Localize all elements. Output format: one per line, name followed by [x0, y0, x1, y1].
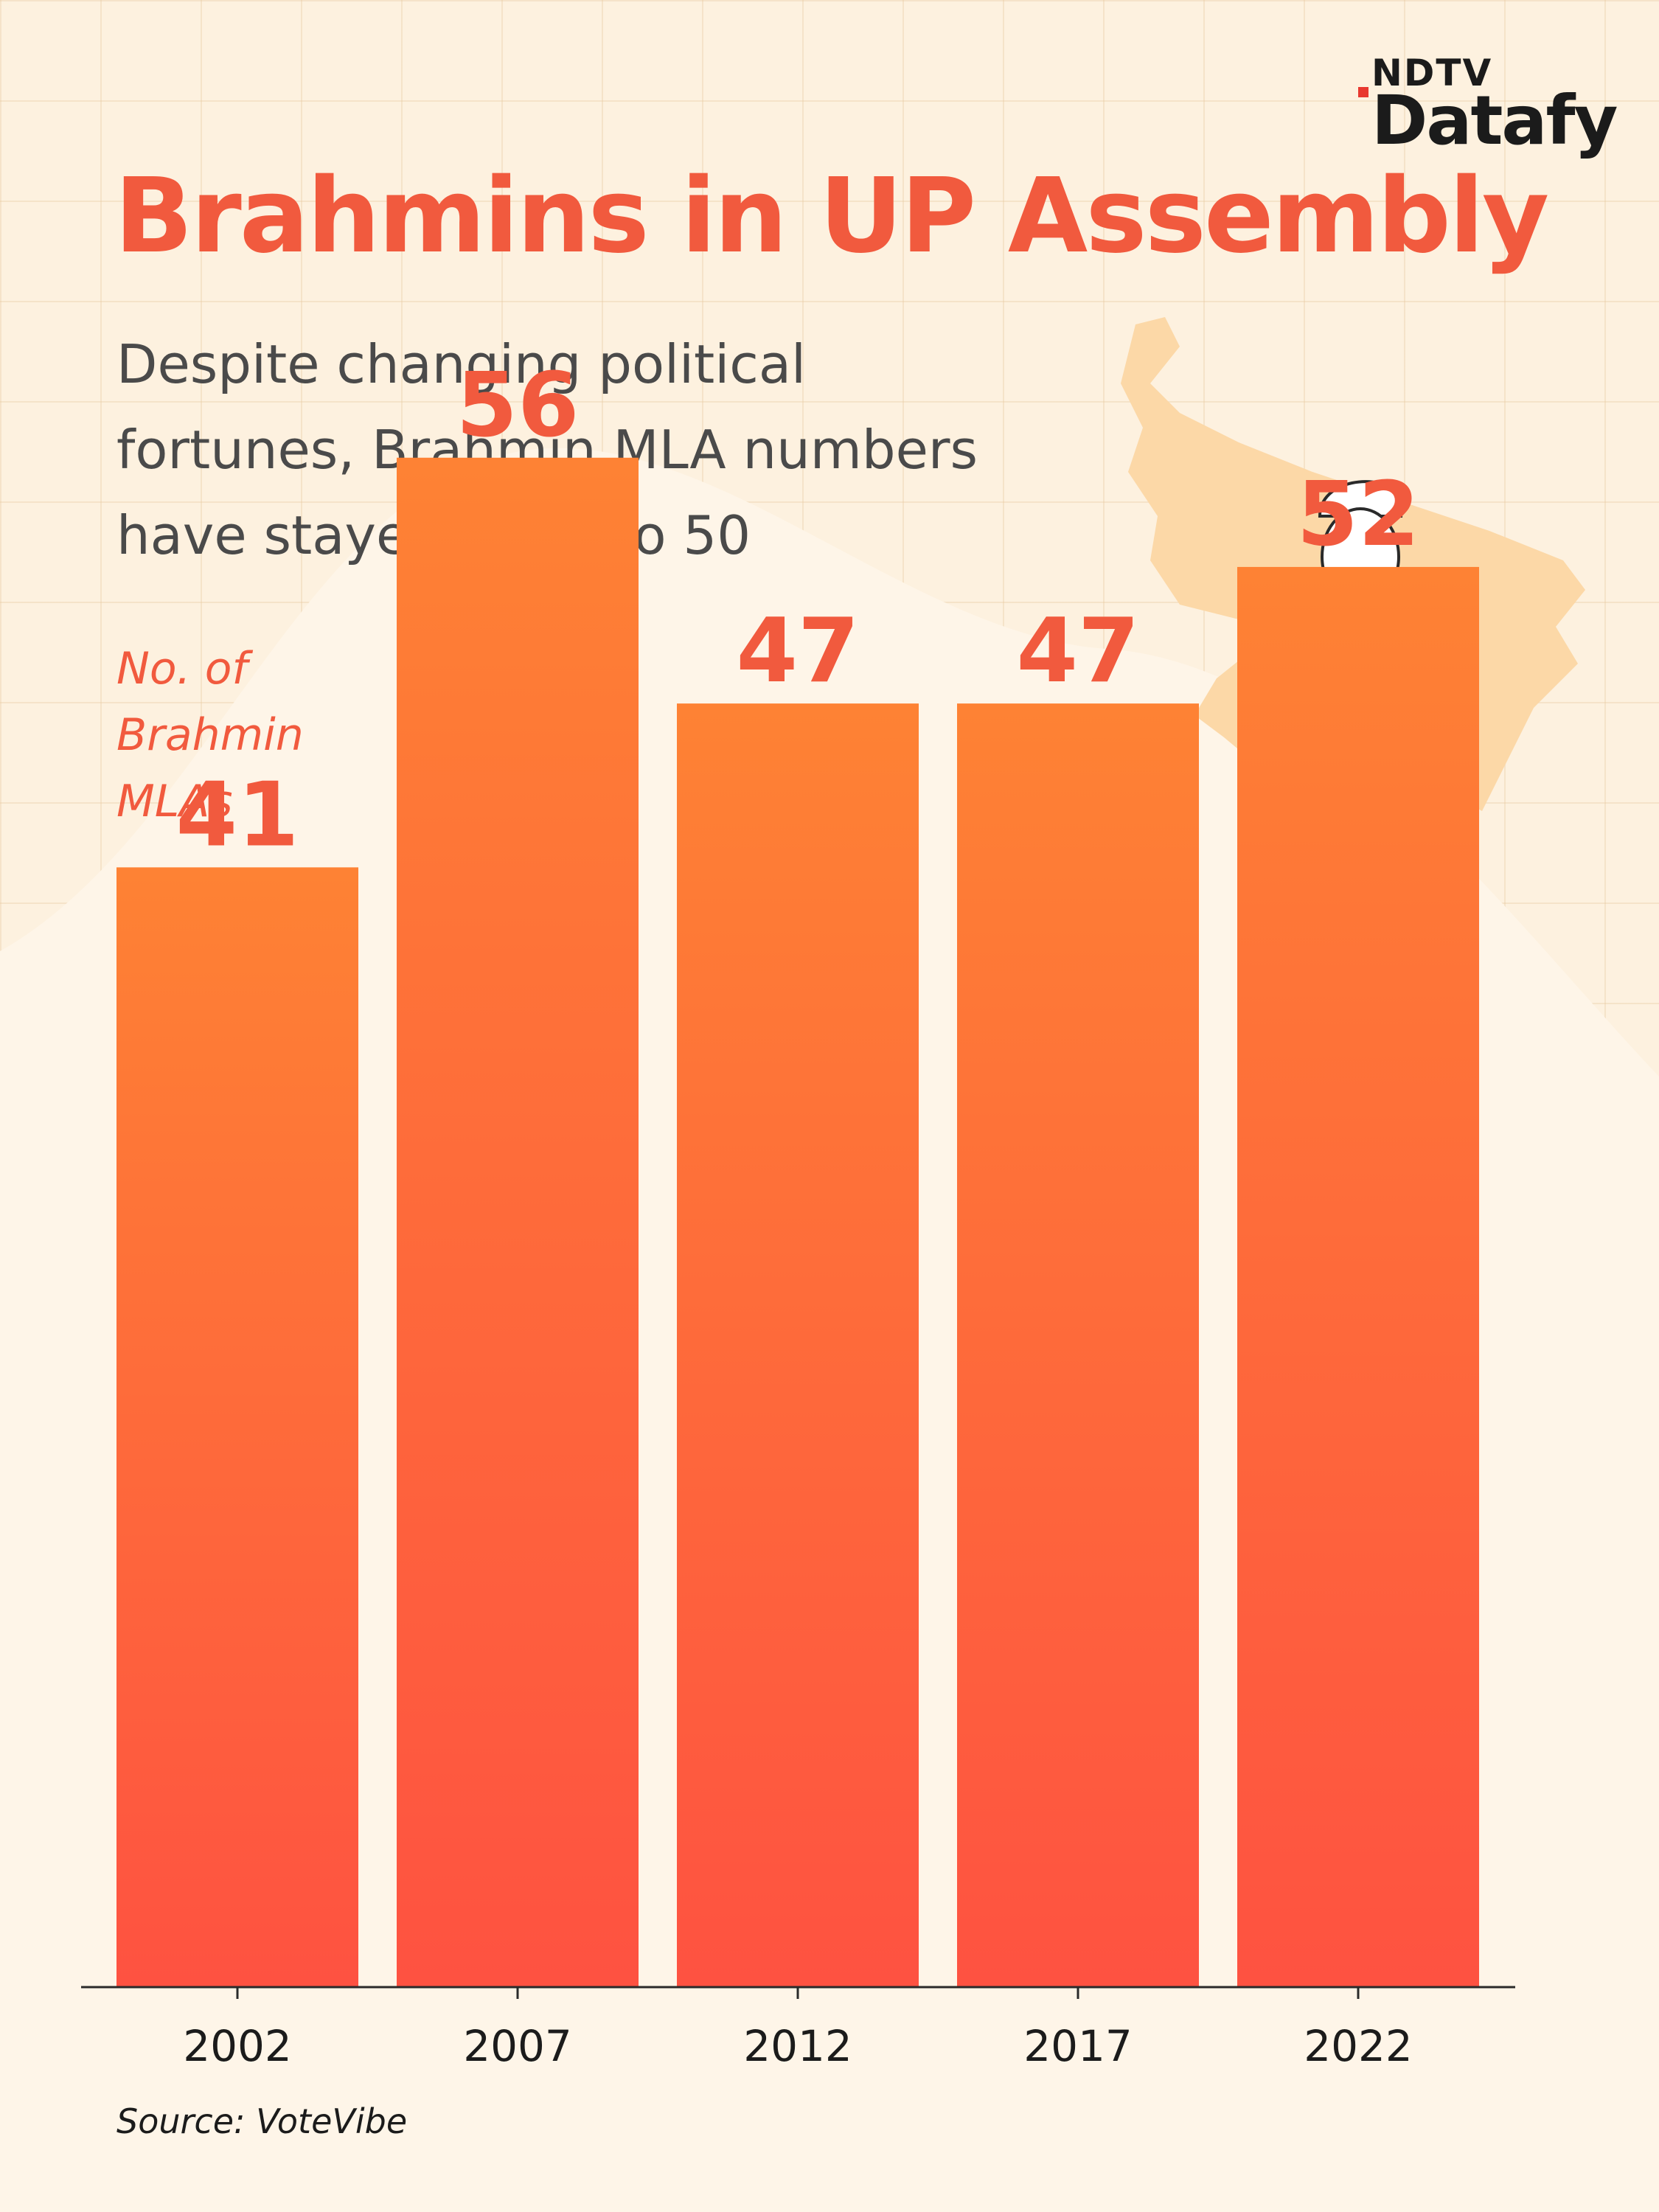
y-axis-label: No. of Brahmin MLAs — [116, 643, 304, 827]
bar-2022 — [1237, 566, 1479, 1987]
x-tick-label-2002: 2002 — [183, 2021, 292, 2071]
x-tick-label-2022: 2022 — [1304, 2021, 1413, 2071]
brand-top: NDTV — [1371, 52, 1493, 94]
value-label-2007: 56 — [456, 355, 580, 457]
bar-2017 — [957, 703, 1199, 1987]
brand-dot-icon — [1358, 87, 1368, 97]
value-label-2002: 41 — [176, 764, 299, 866]
brand-logo: Datafy — [1371, 81, 1618, 160]
source-note: Source: VoteVibe — [116, 2101, 408, 2141]
labels-group: 41 2002 56 2007 47 2012 47 2017 52 2022 — [176, 355, 1420, 2071]
value-label-2022: 52 — [1297, 464, 1420, 566]
bar-2002 — [116, 867, 358, 1987]
value-label-2017: 47 — [1017, 600, 1140, 703]
x-tick-label-2017: 2017 — [1023, 2021, 1133, 2071]
bar-2007 — [397, 457, 639, 1987]
bar-2012 — [677, 703, 919, 1987]
x-tick-label-2012: 2012 — [743, 2021, 852, 2071]
x-tick-label-2007: 2007 — [463, 2021, 572, 2071]
value-label-2012: 47 — [737, 600, 860, 703]
bars-group — [116, 457, 1479, 1987]
chart-title: Brahmins in UP Assembly — [114, 156, 1549, 276]
